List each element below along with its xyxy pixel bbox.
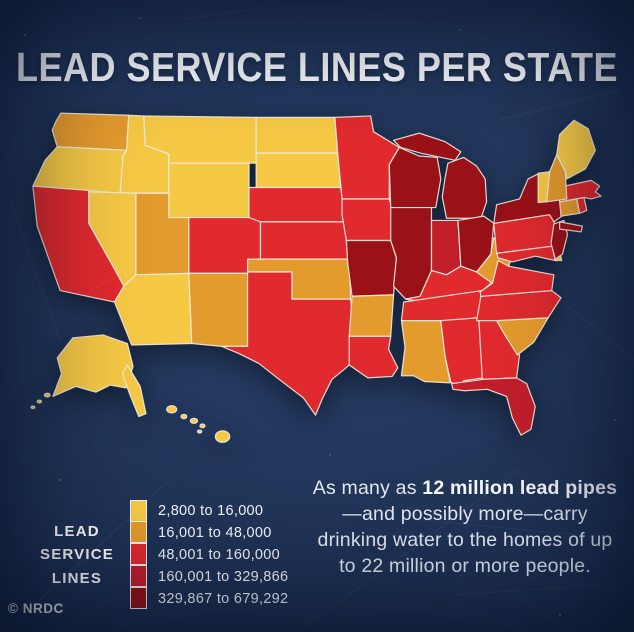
state-wyoming [168, 162, 250, 219]
legend-item: 48,001 to 160,000 [130, 543, 288, 566]
state-hawaii [166, 405, 231, 443]
state-iowa [341, 198, 395, 242]
legend-item: 2,800 to 16,000 [130, 500, 288, 522]
legend-swatch-column: 2,800 to 16,000 16,001 to 48,000 48,001 … [130, 500, 288, 610]
state-arkansas [348, 294, 395, 337]
state-texas [221, 271, 359, 416]
legend-label-2: 16,001 to 48,000 [158, 525, 272, 541]
page-title: LEAD SERVICE LINES PER STATE [15, 44, 619, 90]
annotation-bold: 12 million lead pipes [422, 477, 618, 499]
state-new-mexico [188, 272, 249, 347]
legend-title: LEAD SERVICE LINES [40, 523, 114, 587]
legend-item: 329,867 to 679,292 [130, 587, 289, 610]
state-wisconsin [388, 146, 442, 209]
state-florida [450, 377, 536, 436]
legend-swatch-4 [130, 565, 147, 588]
attribution-credit: © NRDC [8, 601, 64, 616]
legend-swatch-5 [130, 587, 147, 610]
state-alaska [30, 334, 147, 418]
legend-swatch-1 [130, 500, 147, 522]
legend-swatch-3 [130, 543, 147, 566]
state-north-dakota [255, 116, 339, 154]
state-arizona [113, 272, 193, 346]
state-missouri [345, 239, 398, 297]
state-massachusetts [557, 179, 602, 203]
state-maine [556, 119, 597, 180]
state-nebraska [248, 186, 347, 223]
legend-swatch-2 [130, 521, 147, 544]
state-new-hampshire [546, 153, 568, 203]
annotation-prefix: As many as [312, 477, 423, 499]
state-indiana [430, 219, 462, 276]
state-south-dakota [255, 152, 342, 189]
legend-item: 160,001 to 329,866 [130, 565, 289, 588]
legend-label-5: 329,867 to 679,292 [158, 591, 289, 607]
state-washington [51, 112, 130, 151]
state-kansas [259, 221, 350, 260]
state-michigan [392, 132, 488, 219]
annotation-text: As many as 12 million lead pipes —and pos… [309, 476, 621, 580]
us-choropleth-map [20, 96, 614, 488]
legend-label-1: 2,800 to 16,000 [158, 503, 264, 519]
legend-label-3: 48,001 to 160,000 [158, 547, 281, 563]
map-legend: LEAD SERVICE LINES 2,800 to 16,000 16,00… [34, 500, 288, 610]
legend-label-4: 160,001 to 329,866 [158, 569, 289, 585]
state-oregon [32, 146, 128, 194]
annotation-suffix: —and possibly more—carry drinking water … [317, 502, 613, 577]
state-louisiana [348, 335, 399, 379]
legend-item: 16,001 to 48,000 [130, 521, 288, 544]
